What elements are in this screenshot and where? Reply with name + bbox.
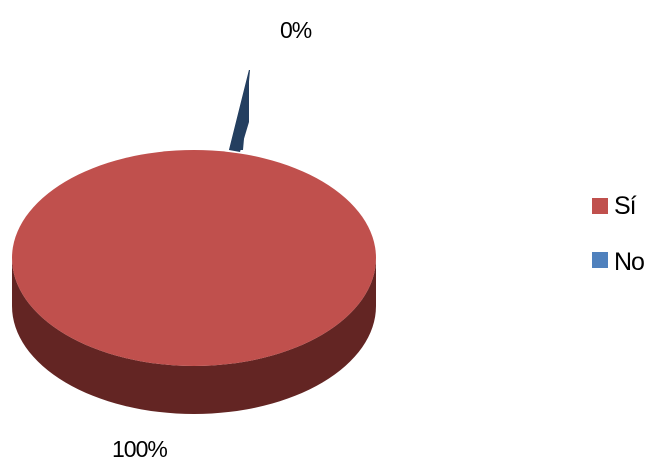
data-label-no: 0% [280,17,312,43]
pie-slice-no [229,70,250,150]
legend-label-no: No [614,248,644,276]
legend-label-si: Sí [614,192,637,220]
pie-slice-si [12,150,376,366]
legend: Sí No [592,192,645,276]
legend-swatch-no [592,252,608,268]
data-label-si: 100% [112,436,167,462]
legend-swatch-si [592,198,608,214]
pie-slice-si-side [12,258,376,414]
